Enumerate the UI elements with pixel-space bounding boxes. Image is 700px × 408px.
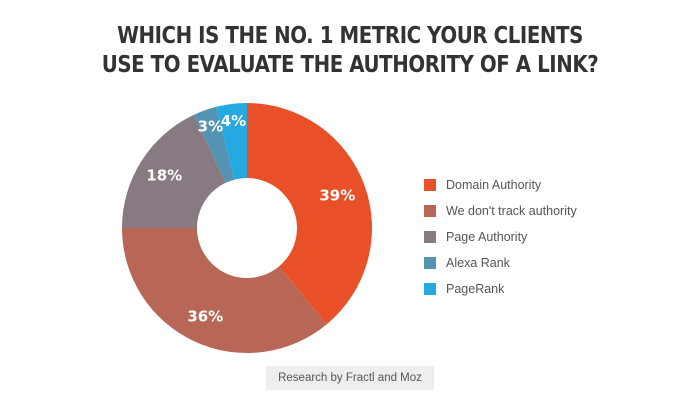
title-line-1: WHICH IS THE NO. 1 METRIC YOUR CLIENTS	[117, 23, 583, 49]
slice-no-tracking	[122, 228, 327, 354]
slice-domain-authority	[247, 103, 373, 325]
slice-label-domain-authority: 39%	[319, 186, 355, 204]
slice-pagerank	[215, 103, 247, 180]
slice-label-alexa-rank: 3%	[198, 117, 223, 135]
legend-swatch	[424, 283, 436, 295]
chart-title: WHICH IS THE NO. 1 METRIC YOUR CLIENTS U…	[49, 22, 651, 80]
legend-item-alexa-rank: Alexa Rank	[424, 250, 577, 276]
legend-swatch	[424, 231, 436, 243]
donut-labels: 39% 36% 18% 3%4%	[146, 112, 355, 326]
legend-swatch	[424, 179, 436, 191]
slice-label-pagerank: 4%	[221, 112, 246, 130]
legend-item-no-tracking: We don't track authority	[424, 198, 577, 224]
legend: Domain Authority We don't track authorit…	[424, 172, 577, 302]
title-line-2: USE TO EVALUATE THE AUTHORITY OF A LINK?	[101, 52, 599, 78]
legend-item-domain-authority: Domain Authority	[424, 172, 577, 198]
legend-swatch	[424, 205, 436, 217]
source-credit: Research by Fractl and Moz	[266, 366, 434, 390]
slice-alexa-rank	[193, 106, 235, 183]
slice-page-authority	[122, 114, 226, 228]
slice-label-no-tracking: 36%	[187, 308, 223, 326]
legend-swatch	[424, 257, 436, 269]
legend-item-pagerank: PageRank	[424, 276, 577, 302]
donut-slices	[122, 103, 373, 354]
legend-item-page-authority: Page Authority	[424, 224, 577, 250]
slice-label-page-authority: 18%	[146, 166, 182, 184]
